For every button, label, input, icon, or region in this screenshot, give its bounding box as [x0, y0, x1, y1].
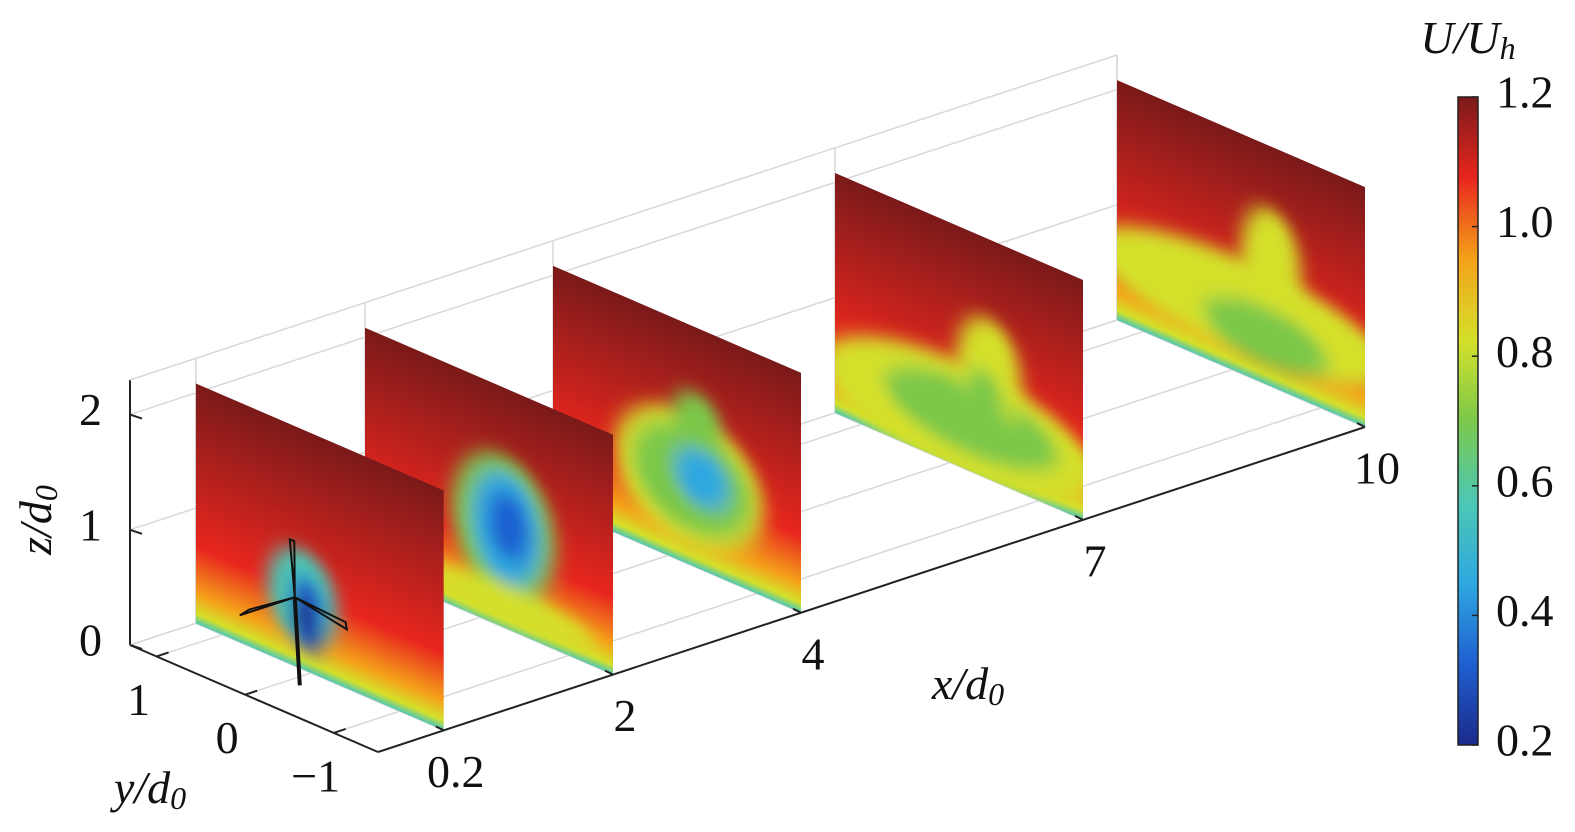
label-text: x/d: [931, 658, 989, 709]
axis-line: [129, 644, 379, 753]
z-tick: [129, 413, 143, 420]
turbine-blade: [288, 537, 296, 598]
turbine-blade: [294, 596, 349, 632]
colorbar-tick-label: 0.8: [1496, 326, 1554, 377]
x-tick-label: 2: [614, 690, 637, 741]
z-tick-label: 2: [79, 384, 102, 435]
label-text: z/d: [10, 500, 61, 556]
slice-background: [195, 383, 444, 731]
colorbar-label: U/Uh: [1420, 12, 1515, 67]
y-tick-label: 1: [127, 674, 150, 725]
z-tick-label: 0: [79, 615, 102, 666]
label-subscript: h: [1500, 30, 1516, 66]
slice-field: [835, 172, 1083, 520]
turbine-tower: [292, 597, 302, 686]
y-label: y/d0: [110, 762, 186, 817]
x-tick: [604, 669, 614, 676]
x-tick: [1074, 514, 1084, 521]
slice-field: [195, 383, 444, 731]
slice: [553, 265, 801, 613]
colorbar-tick-label: 1.0: [1496, 196, 1554, 247]
x-tick: [792, 607, 802, 614]
wake-region: [674, 447, 730, 510]
z-tick-label: 1: [79, 499, 102, 550]
colorbar-tick-label: 0.6: [1496, 455, 1554, 506]
y-tick: [333, 727, 347, 734]
x-tick-label: 0.2: [427, 746, 485, 797]
y-tick-label: 0: [216, 712, 239, 763]
y-tick: [244, 689, 258, 696]
colorbar-tick-label: 0.4: [1496, 585, 1554, 636]
y-tick-label: −1: [291, 750, 340, 801]
label-text: y/d: [110, 762, 171, 813]
slice-field: [1117, 80, 1365, 427]
x-tick: [435, 725, 445, 732]
grid-line: [129, 88, 1118, 416]
x-tick-label: 4: [802, 628, 825, 679]
axis-line: [377, 426, 1366, 753]
label-text: U/U: [1420, 12, 1502, 63]
y-tick: [156, 651, 169, 658]
x-label: x/d0: [931, 658, 1004, 713]
slice-field: [553, 265, 801, 613]
wake: [615, 390, 764, 553]
wake-region: [422, 563, 596, 648]
wake: [422, 451, 596, 648]
z-label: z/d0: [10, 485, 65, 556]
x-tick: [1356, 422, 1366, 428]
z-tick: [129, 644, 143, 650]
x-tick-label: 10: [1354, 443, 1400, 494]
wake-region: [672, 390, 722, 457]
wake-region: [1241, 207, 1301, 316]
z-tick: [129, 528, 143, 535]
colorbar-tick-label: 0.2: [1496, 715, 1554, 766]
label-subscript: 0: [28, 485, 64, 501]
box-edge: [129, 54, 1118, 381]
turbine-blade: [239, 596, 296, 617]
grid-line: [333, 407, 1321, 734]
wake: [1117, 207, 1365, 387]
wake: [835, 316, 1083, 501]
turbine: [239, 537, 349, 686]
wake-region: [489, 491, 529, 562]
slice: [1117, 80, 1365, 427]
wake-region: [1203, 296, 1328, 376]
label-subscript: 0: [170, 780, 186, 816]
slice: [835, 172, 1083, 520]
wake-region: [963, 368, 1004, 443]
colorbar-tick-label: 1.2: [1496, 67, 1554, 118]
slice: [195, 383, 444, 731]
x-tick-label: 7: [1084, 535, 1107, 586]
label-subscript: 0: [988, 676, 1004, 712]
colorbar: [1457, 96, 1479, 746]
